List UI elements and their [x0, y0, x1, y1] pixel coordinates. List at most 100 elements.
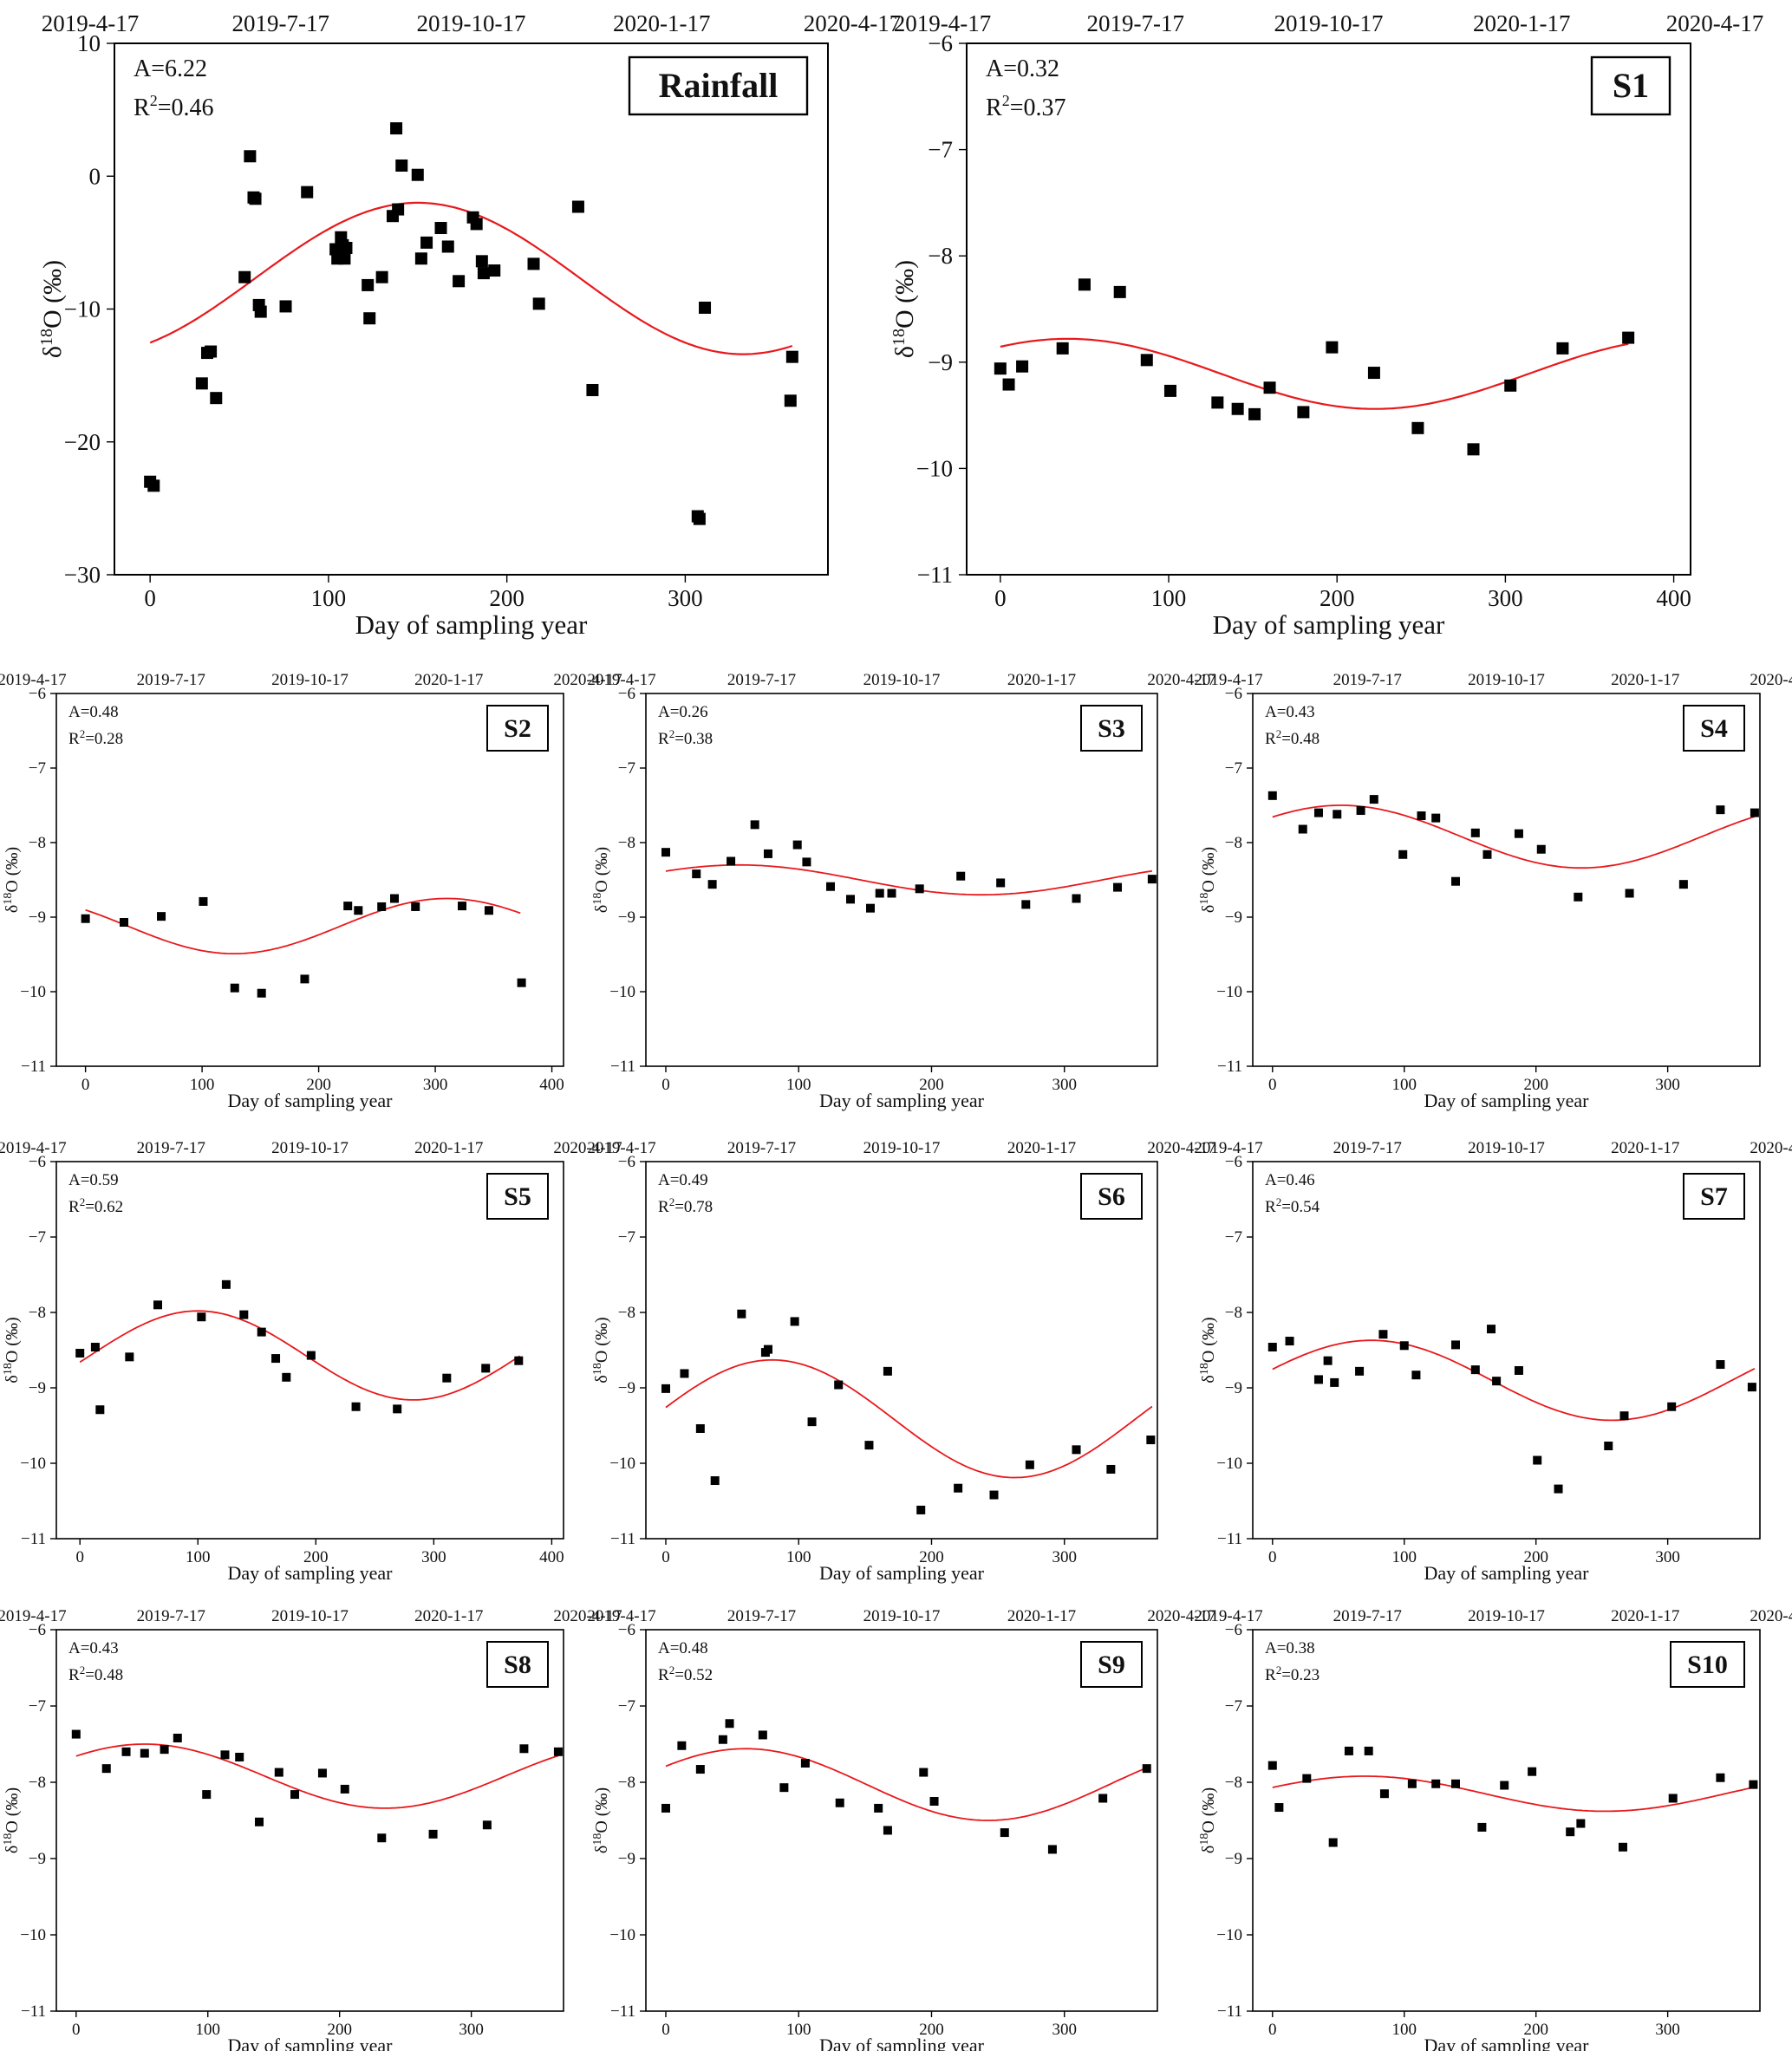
x-tick-label: 300 — [1488, 585, 1523, 611]
data-point — [1025, 1460, 1034, 1469]
data-point — [363, 312, 376, 325]
plot-frame — [1252, 1161, 1761, 1540]
data-point — [929, 1797, 939, 1806]
y-tick-label: −8 — [29, 834, 46, 852]
date-tick-label: 2019-10-17 — [1468, 1607, 1545, 1625]
date-tick-label: 2019-7-17 — [1333, 671, 1402, 689]
data-point — [414, 252, 427, 265]
x-tick-label: 300 — [1655, 2021, 1680, 2039]
data-point — [1313, 1375, 1323, 1384]
date-tick-label: 2020-4-17 — [553, 671, 622, 689]
date-tick-label: 2019-7-17 — [727, 1139, 796, 1157]
y-tick-label: −6 — [29, 1621, 46, 1639]
date-tick-label: 2019-4-17 — [0, 1139, 67, 1157]
data-point — [517, 978, 526, 987]
data-point — [989, 1490, 999, 1500]
y-tick-label: −9 — [1225, 908, 1242, 927]
y-tick-label: −20 — [64, 429, 101, 455]
fit-curve — [1272, 1339, 1756, 1422]
data-point — [290, 1790, 300, 1800]
data-point — [441, 240, 454, 253]
y-tick-label: −10 — [609, 1455, 635, 1473]
data-point — [693, 512, 706, 525]
panel-title: S2 — [504, 714, 531, 743]
x-axis-label: Day of sampling year — [355, 609, 588, 640]
data-point — [994, 362, 1007, 375]
y-tick-label: −11 — [21, 1530, 46, 1548]
r-squared-label: R2=0.28 — [68, 727, 123, 748]
date-tick-label: 2020-4-17 — [1666, 10, 1763, 36]
y-axis-label: δ18O (‰) — [1198, 847, 1218, 913]
y-tick-label: −8 — [928, 243, 953, 269]
data-point — [1477, 1822, 1487, 1832]
data-point — [1267, 1761, 1277, 1770]
date-tick-label: 2020-1-17 — [613, 10, 710, 36]
data-point — [195, 377, 208, 390]
data-point — [205, 345, 218, 358]
data-point — [834, 1380, 844, 1390]
date-tick-label: 2019-7-17 — [232, 10, 329, 36]
data-point — [354, 906, 363, 915]
data-point — [1716, 1773, 1725, 1782]
panel-title: S5 — [504, 1182, 531, 1211]
data-point — [1417, 811, 1426, 821]
panel-s10: 2019-4-17 2019-7-17 2019-10-17 2020-1-17 202… — [1194, 1607, 1792, 2051]
date-tick-label: 2020-4-17 — [1750, 671, 1792, 689]
data-point — [377, 902, 387, 911]
y-tick-label: −8 — [1225, 1304, 1242, 1322]
data-point — [707, 880, 717, 889]
data-point — [157, 912, 166, 921]
data-point — [750, 820, 759, 830]
data-point — [1431, 1779, 1441, 1788]
y-tick-label: −9 — [29, 1379, 46, 1397]
data-point — [661, 1803, 670, 1813]
data-point — [1113, 285, 1126, 298]
data-point — [271, 1354, 281, 1364]
x-tick-label: 100 — [195, 2021, 220, 2039]
date-tick-label: 2019-4-17 — [42, 10, 139, 36]
data-point — [160, 1745, 169, 1755]
data-point — [1267, 791, 1277, 800]
date-tick-label: 2019-7-17 — [137, 671, 205, 689]
data-point — [202, 1790, 212, 1800]
data-point — [1500, 1781, 1509, 1790]
y-tick-label: −8 — [618, 1774, 635, 1792]
data-point — [725, 1719, 734, 1729]
data-point — [244, 150, 257, 163]
x-tick-label: 300 — [459, 2021, 484, 2039]
data-point — [338, 252, 351, 265]
y-axis-label: δ18O (‰) — [591, 1787, 611, 1853]
data-point — [1263, 381, 1276, 394]
data-point — [90, 1343, 100, 1352]
date-tick-label: 2020-1-17 — [1611, 1607, 1679, 1625]
data-point — [1106, 1464, 1116, 1474]
data-point — [1047, 1845, 1057, 1854]
date-tick-label: 2019-10-17 — [271, 1607, 349, 1625]
data-point — [1302, 1774, 1312, 1783]
y-tick-label: −10 — [64, 296, 101, 322]
fit-curve — [79, 1310, 521, 1401]
data-point — [420, 236, 433, 249]
data-point — [571, 200, 584, 213]
data-point — [1514, 1365, 1523, 1375]
data-point — [1716, 805, 1725, 815]
panel-title-box — [1683, 705, 1745, 752]
x-tick-label: 400 — [1656, 585, 1691, 611]
data-point — [1072, 1445, 1081, 1455]
data-point — [727, 856, 736, 866]
y-tick-label: −11 — [610, 1058, 635, 1076]
amplitude-label: A=0.48 — [658, 1639, 708, 1657]
x-axis-label: Day of sampling year — [819, 2035, 985, 2051]
y-tick-label: −6 — [928, 30, 953, 56]
panel-title-box — [1590, 55, 1671, 116]
panel-title: S1 — [1613, 66, 1649, 105]
data-point — [1231, 402, 1244, 415]
data-point — [1333, 810, 1342, 819]
panel-title: S6 — [1098, 1182, 1125, 1211]
fit-curve — [665, 1358, 1153, 1479]
y-tick-label: −6 — [29, 1153, 46, 1171]
x-tick-label: 300 — [1052, 1076, 1077, 1094]
x-axis-label: Day of sampling year — [1424, 2035, 1590, 2051]
x-tick-label: 0 — [1268, 1076, 1277, 1094]
x-axis-label: Day of sampling year — [1424, 1090, 1590, 1111]
